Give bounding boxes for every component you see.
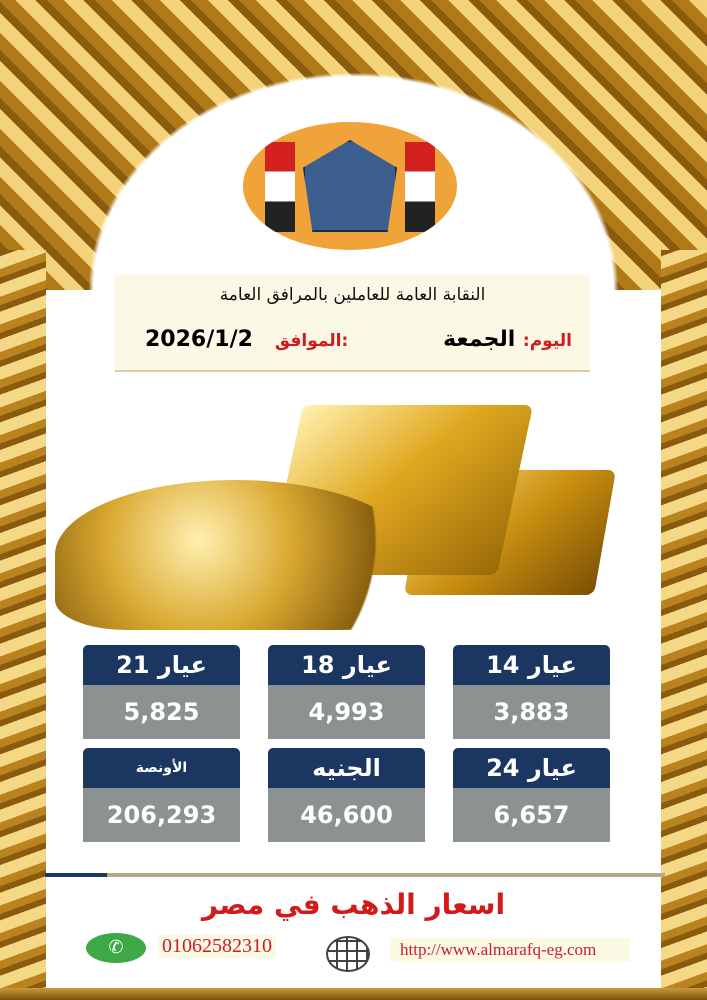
header-box: النقابة العامة للعاملين بالمرافق العامة …	[115, 275, 590, 372]
price-card-14k: عيار 14 3,883	[453, 645, 610, 739]
flag-left	[265, 142, 295, 232]
price-card-24k: عيار 24 6,657	[453, 748, 610, 842]
gold-column-left	[0, 250, 46, 1000]
card-label: الأونصة	[83, 748, 240, 788]
card-value: 3,883	[453, 685, 610, 739]
card-label: الجنيه	[268, 748, 425, 788]
card-value: 6,657	[453, 788, 610, 842]
card-label: عيار 24	[453, 748, 610, 788]
price-card-21k: عيار 21 5,825	[83, 645, 240, 739]
card-value: 46,600	[268, 788, 425, 842]
organization-name: النقابة العامة للعاملين بالمرافق العامة	[219, 285, 486, 305]
globe-icon	[326, 936, 370, 972]
price-card-pound: الجنيه 46,600	[268, 748, 425, 842]
price-card-ounce: الأونصة 206,293	[83, 748, 240, 842]
day-label: اليوم:	[522, 331, 572, 351]
divider	[45, 873, 665, 877]
gold-frame-bottom	[0, 988, 707, 1000]
union-emblem	[303, 140, 397, 232]
card-label: عيار 18	[268, 645, 425, 685]
date-value: 2026/1/2	[145, 327, 253, 352]
day-value: الجمعة	[443, 327, 516, 352]
card-label: عيار 14	[453, 645, 610, 685]
card-value: 5,825	[83, 685, 240, 739]
flag-right	[405, 142, 435, 232]
phone-number[interactable]: 01062582310	[158, 935, 276, 958]
card-value: 4,993	[268, 685, 425, 739]
date-field: 2026/1/2 الموافق:	[145, 327, 348, 352]
price-card-18k: عيار 18 4,993	[268, 645, 425, 739]
card-label: عيار 21	[83, 645, 240, 685]
website-link[interactable]: http://www.almarafq-eg.com	[390, 938, 630, 962]
gold-bars-image	[55, 385, 617, 640]
gold-column-right	[661, 250, 707, 1000]
gold-jewelry	[55, 480, 415, 630]
card-value: 206,293	[83, 788, 240, 842]
union-logo	[243, 122, 457, 250]
day-field: اليوم: الجمعة	[443, 327, 572, 352]
footer-title: اسعار الذهب في مصر	[201, 888, 506, 921]
date-label: الموافق:	[274, 331, 349, 351]
whatsapp-icon[interactable]: ✆	[86, 933, 146, 963]
